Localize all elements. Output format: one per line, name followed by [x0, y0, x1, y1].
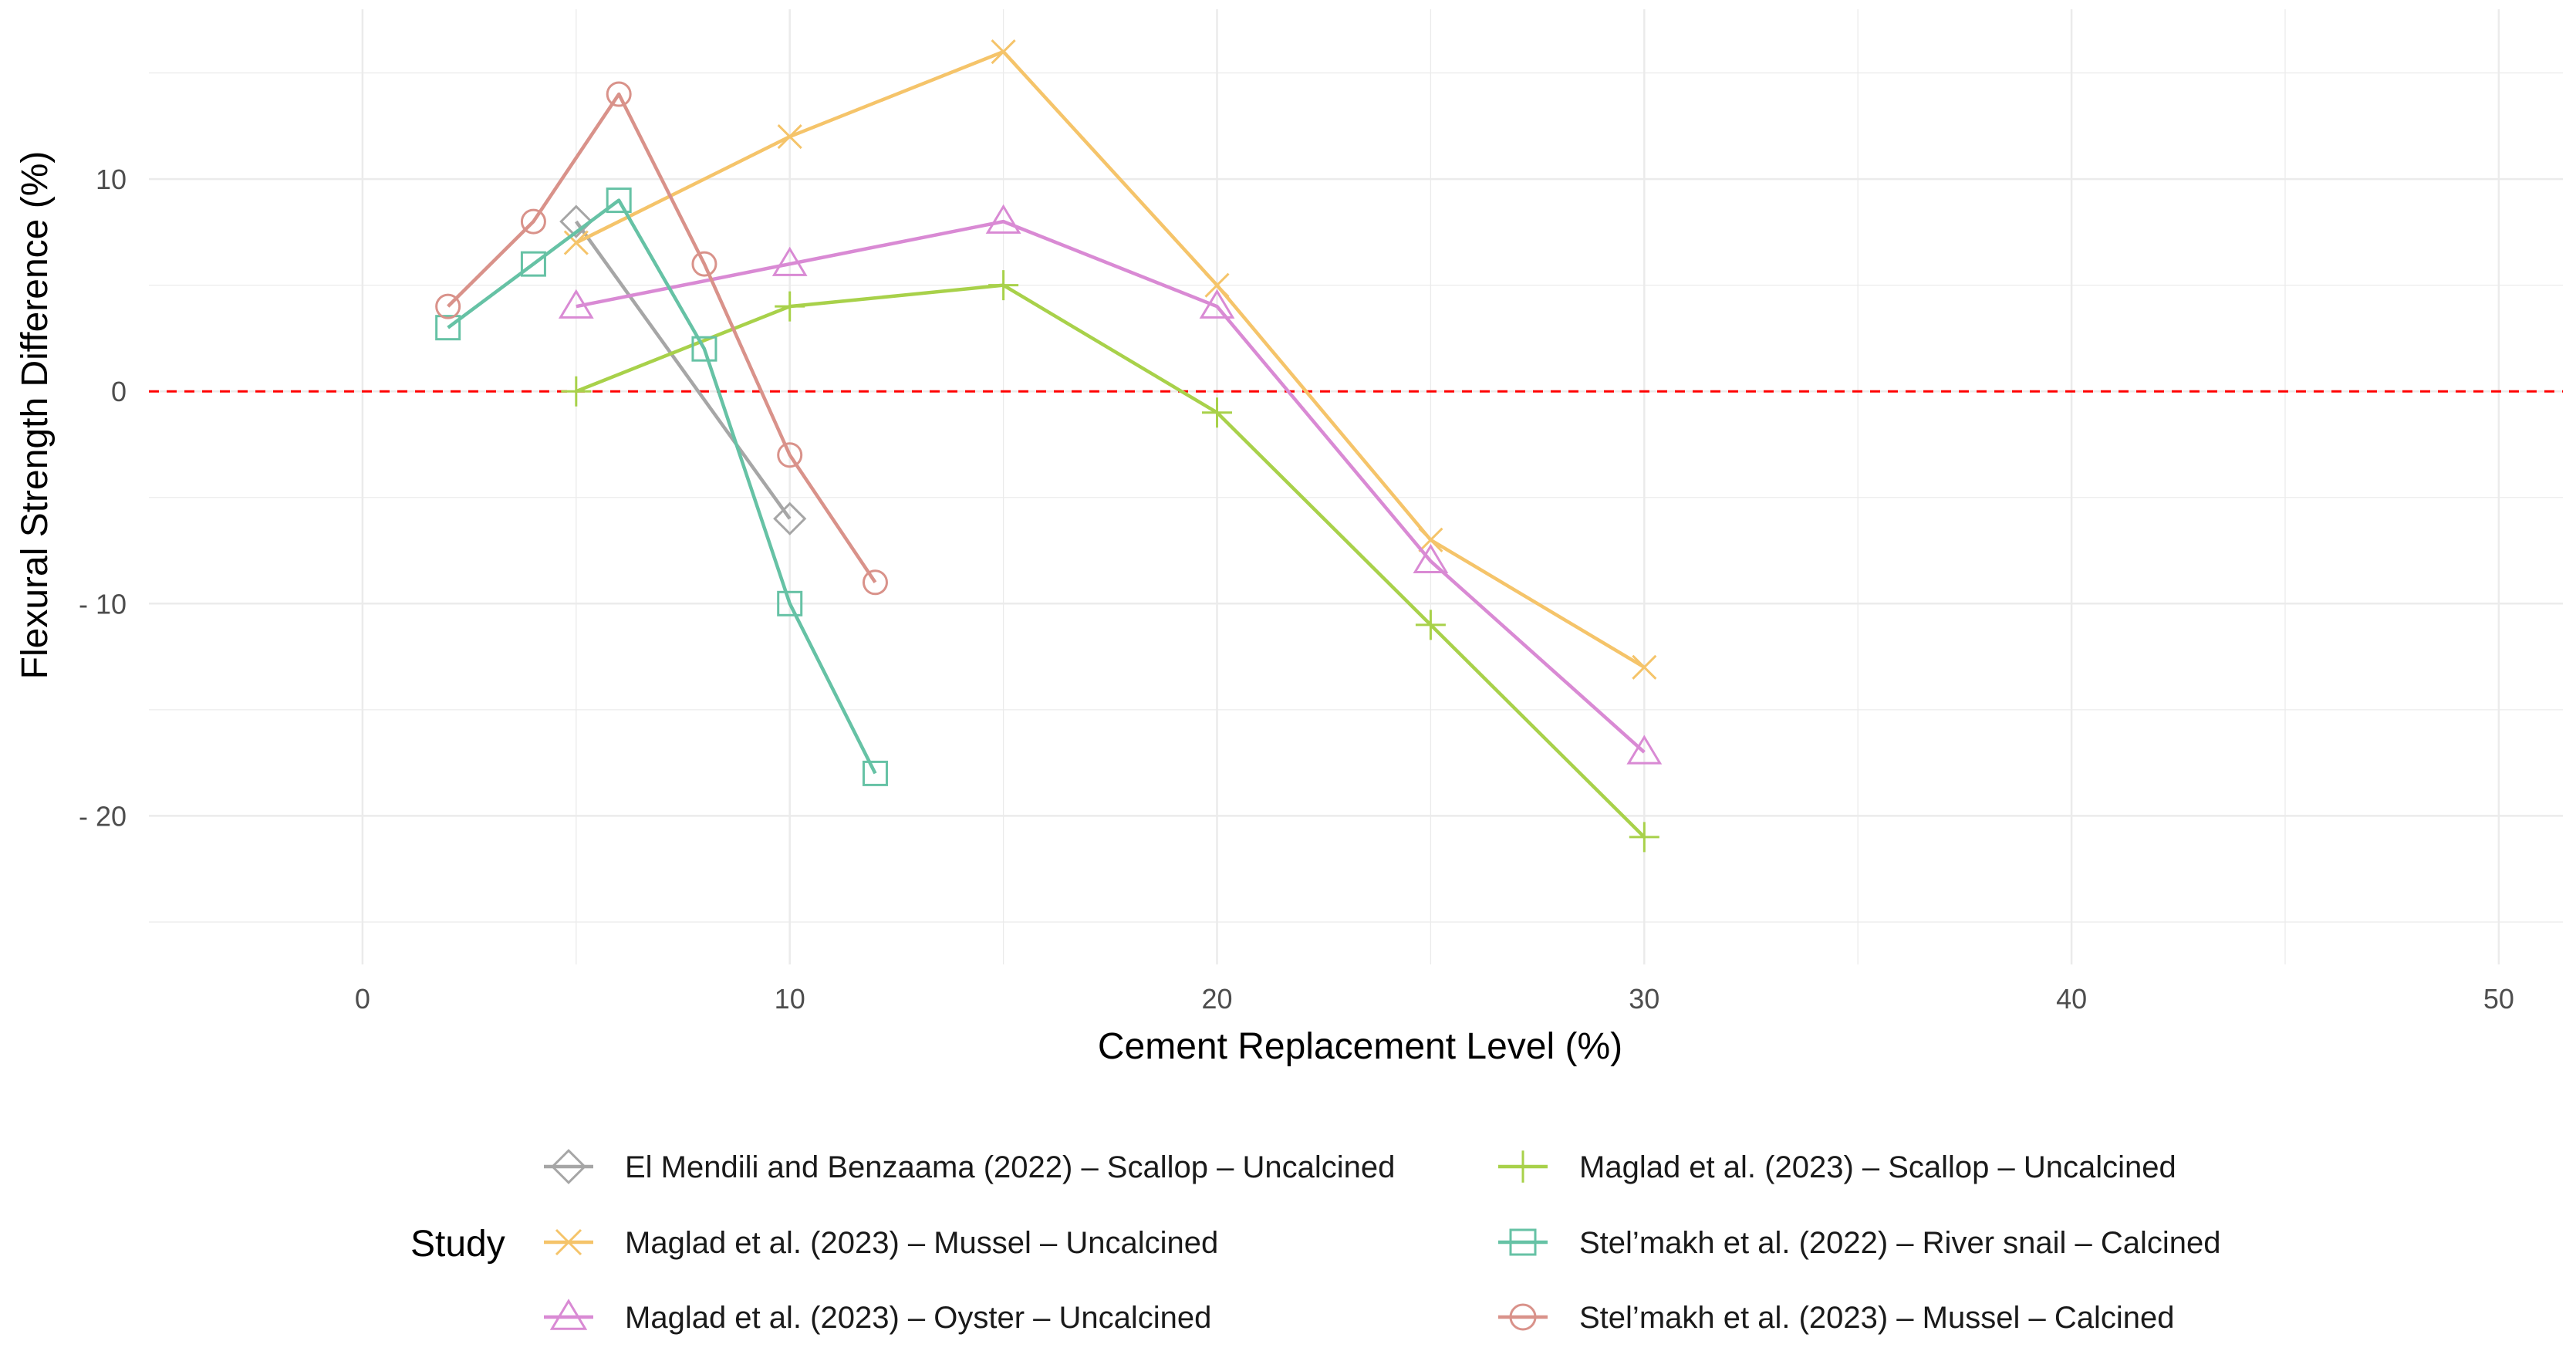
- data-point: [1413, 543, 1449, 574]
- x-tick-label: 20: [1201, 983, 1232, 1015]
- legend-key-marker: [555, 1228, 582, 1256]
- data-point: [563, 230, 589, 255]
- y-tick-label: - 20: [79, 800, 127, 832]
- data-point: [1415, 610, 1446, 640]
- series-line: [575, 283, 1646, 839]
- data-point: [1204, 272, 1230, 298]
- x-axis-title: Cement Replacement Level (%): [1098, 1026, 1622, 1067]
- y-axis-title: Flexural Strength Difference (%): [15, 151, 56, 680]
- data-point: [1632, 654, 1657, 680]
- data-point: [1626, 735, 1663, 765]
- legend-key-marker: [1509, 1303, 1537, 1331]
- data-point: [558, 289, 594, 319]
- legend-label: Stel’makh et al. (2023) – Mussel – Calci…: [1579, 1301, 2174, 1335]
- data-point: [1202, 397, 1233, 428]
- y-tick-label: - 10: [79, 588, 127, 620]
- data-point: [435, 293, 461, 319]
- x-tick-label: 40: [2056, 983, 2087, 1015]
- legend-label: Maglad et al. (2023) – Oyster – Uncalcin…: [625, 1301, 1211, 1335]
- data-point: [775, 291, 805, 322]
- data-point: [435, 315, 461, 341]
- data-point: [985, 204, 1021, 234]
- data-point: [1418, 527, 1443, 552]
- data-point: [777, 124, 802, 150]
- series-line: [447, 92, 877, 584]
- data-point: [606, 187, 632, 214]
- data-point: [991, 39, 1016, 65]
- legend-item: El Mendili and Benzaama (2022) – Scallop…: [544, 1149, 1395, 1184]
- data-point: [862, 760, 888, 786]
- data-point: [559, 204, 593, 238]
- data-point: [777, 442, 803, 468]
- series-line: [447, 198, 877, 775]
- legend-item: Maglad et al. (2023) – Oyster – Uncalcin…: [544, 1299, 1211, 1335]
- data-point: [520, 208, 546, 235]
- data-point: [1629, 822, 1659, 853]
- data-point: [988, 270, 1019, 301]
- legend-key-marker: [1509, 1228, 1537, 1256]
- data-point: [691, 336, 717, 362]
- grid: [149, 9, 2563, 964]
- data-point: [691, 251, 717, 277]
- series-line: [575, 49, 1646, 669]
- legend-label: Maglad et al. (2023) – Mussel – Uncalcin…: [625, 1226, 1218, 1260]
- legend-item: Maglad et al. (2023) – Scallop – Uncalci…: [1498, 1150, 2176, 1184]
- legend: Study El Mendili and Benzaama (2022) – S…: [410, 1149, 2221, 1335]
- series-3: [558, 204, 1663, 765]
- legend-key-marker: [549, 1299, 588, 1330]
- legend-label: El Mendili and Benzaama (2022) – Scallop…: [625, 1150, 1395, 1184]
- legend-title: Study: [410, 1224, 505, 1265]
- series-4: [561, 270, 1659, 853]
- series-6: [435, 81, 888, 596]
- legend-item: Maglad et al. (2023) – Mussel – Uncalcin…: [544, 1226, 1218, 1260]
- legend-item: Stel’makh et al. (2023) – Mussel – Calci…: [1498, 1301, 2174, 1335]
- data-point: [606, 81, 632, 107]
- y-tick-label: 0: [111, 376, 127, 407]
- series-2: [563, 39, 1657, 680]
- data-point: [771, 246, 808, 276]
- legend-item: Stel’makh et al. (2022) – River snail – …: [1498, 1226, 2221, 1260]
- data-point: [520, 251, 546, 277]
- x-tick-label: 50: [2483, 983, 2514, 1015]
- x-tick-label: 0: [355, 983, 370, 1015]
- legend-label: Stel’makh et al. (2022) – River snail – …: [1579, 1226, 2221, 1260]
- series-1: [559, 204, 807, 535]
- tick-labels: 0 10 20 30 40 50 10 0 - 10 - 20: [79, 164, 2514, 1015]
- legend-key-marker: [551, 1149, 586, 1184]
- x-tick-label: 10: [775, 983, 805, 1015]
- legend-key-marker: [1507, 1150, 1539, 1183]
- data-point: [862, 569, 888, 596]
- legend-label: Maglad et al. (2023) – Scallop – Uncalci…: [1579, 1150, 2176, 1184]
- series-line: [576, 219, 1646, 754]
- data-point: [773, 502, 807, 535]
- data-point: [561, 376, 592, 407]
- series-layer: [435, 39, 1663, 853]
- data-point: [777, 590, 803, 616]
- y-tick-label: 10: [96, 164, 127, 195]
- data-point: [1199, 289, 1235, 319]
- series-5: [435, 187, 888, 786]
- x-tick-label: 30: [1629, 983, 1659, 1015]
- series-line: [574, 220, 792, 520]
